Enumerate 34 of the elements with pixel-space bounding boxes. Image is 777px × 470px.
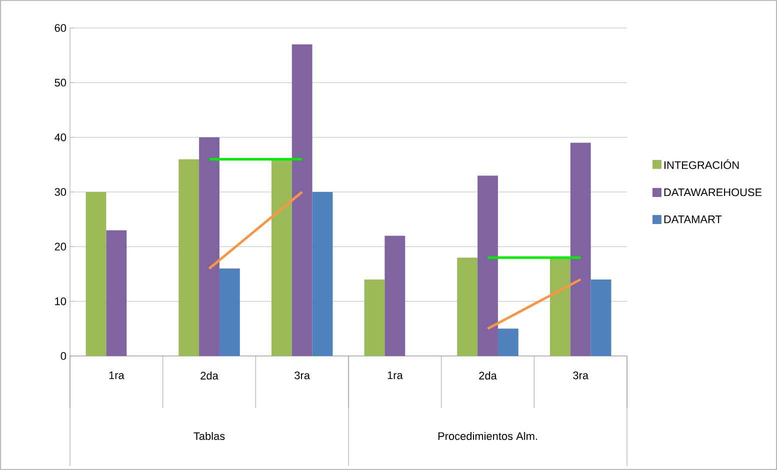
bar <box>550 258 570 356</box>
text: Procedimientos Alm. <box>438 432 537 440</box>
bar <box>86 192 106 356</box>
legend-label: INTEGRACIÓN <box>664 159 739 170</box>
bar <box>478 176 498 356</box>
x-tick-label: 3ra <box>573 372 589 380</box>
bar <box>312 192 333 356</box>
bar <box>457 258 478 356</box>
y-tick-label: 60 <box>54 24 66 32</box>
bar <box>199 137 220 356</box>
y-tick-label: 20 <box>54 242 66 251</box>
bar <box>219 268 240 356</box>
bar <box>292 44 312 356</box>
x-tick-label: 2da <box>479 372 497 380</box>
text: Tablas <box>194 432 225 440</box>
bar <box>498 328 518 356</box>
x-tick-label: 1ra <box>388 372 403 380</box>
x-tick-label: 1ra <box>109 372 124 380</box>
bar <box>364 279 385 356</box>
bar <box>570 142 591 356</box>
y-tick-label: 40 <box>54 133 66 142</box>
y-tick-label: 50 <box>54 78 66 87</box>
y-tick-label: 0 <box>60 352 66 360</box>
legend-label: DATAWAREHOUSE <box>664 188 762 196</box>
y-tick-label: 30 <box>54 188 66 196</box>
bar <box>106 230 127 356</box>
x-tick-label: 3ra <box>294 372 310 380</box>
x-tick-label: 2da <box>200 372 218 380</box>
bar <box>590 279 612 356</box>
bar <box>271 159 292 356</box>
y-tick-label: 10 <box>55 297 66 306</box>
legend-label: DATAMART <box>664 216 722 224</box>
bar <box>384 236 406 356</box>
bar <box>178 159 200 356</box>
